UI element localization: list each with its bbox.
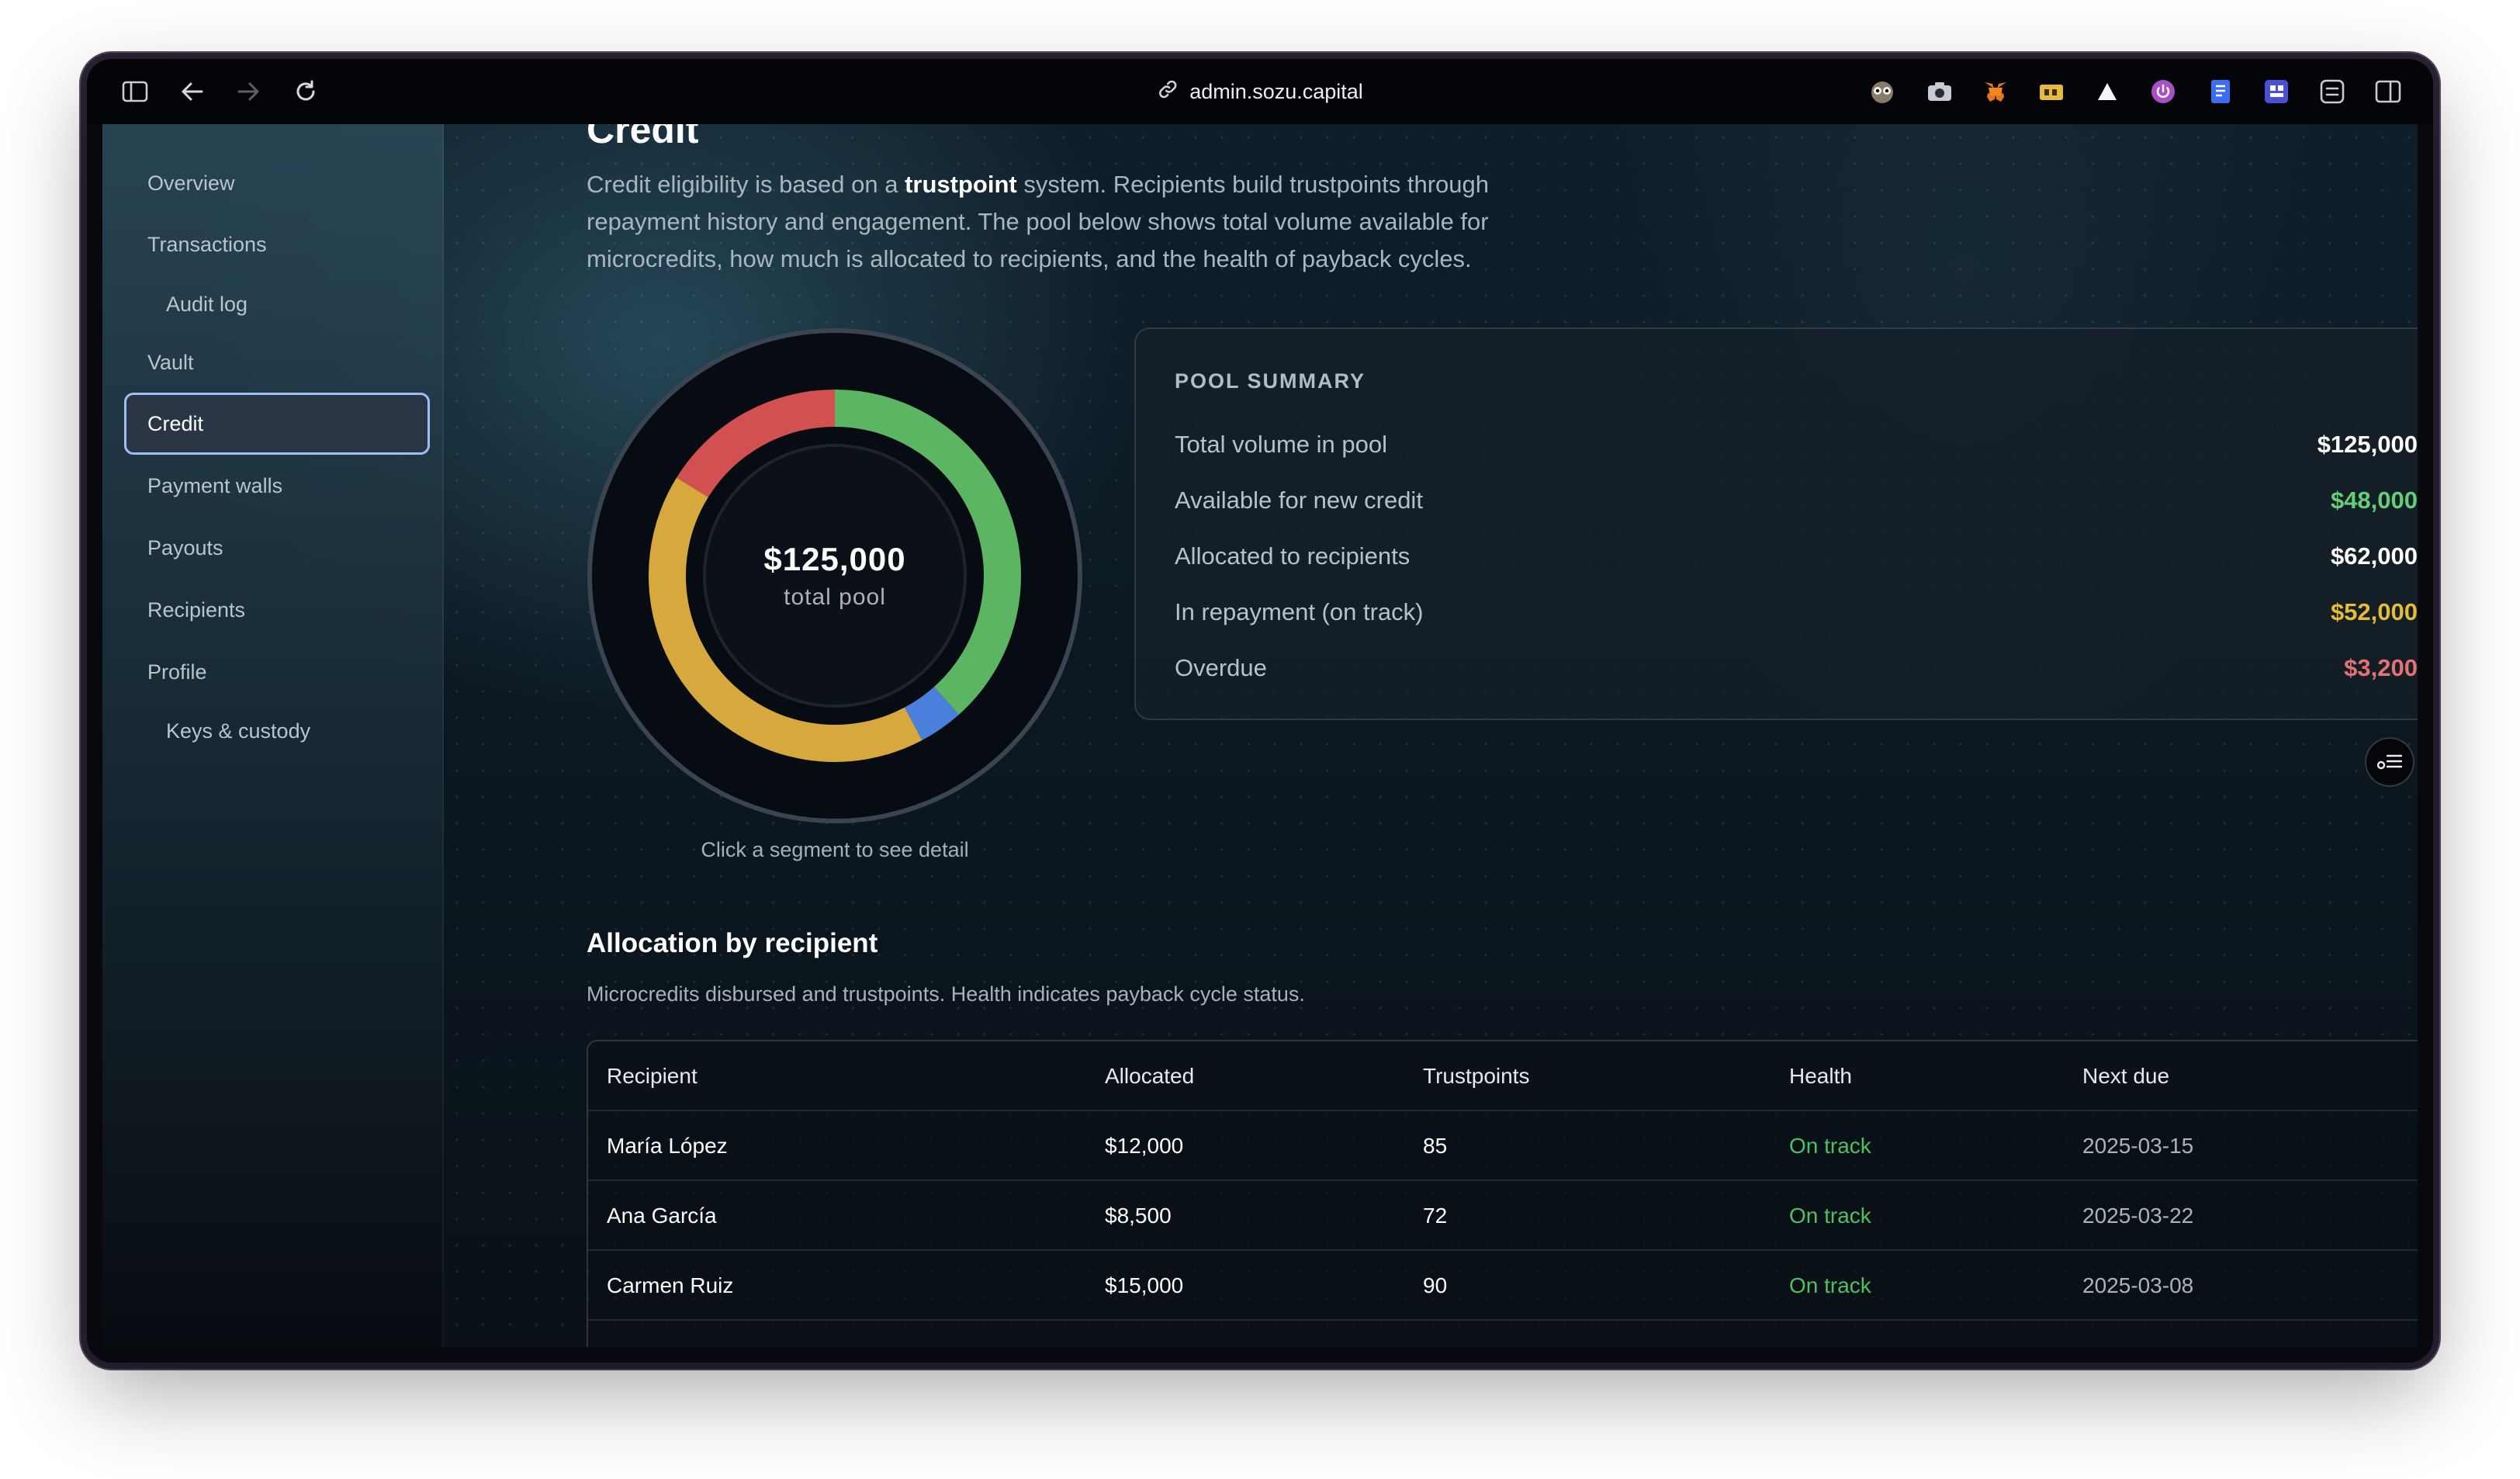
sidebar-item-overview[interactable]: Overview xyxy=(147,171,235,195)
sidebar-item-credit[interactable]: Credit xyxy=(124,393,430,455)
pool-row-label: Allocated to recipients xyxy=(1175,542,1411,570)
donut-segment-in-repayment[interactable] xyxy=(649,477,922,762)
owl-extension-icon[interactable] xyxy=(1868,78,1896,106)
grid-extension-icon[interactable] xyxy=(2262,78,2290,106)
filter-icon xyxy=(2376,754,2403,770)
pool-row-repayment: In repayment (on track) $52,000 xyxy=(1175,593,2418,632)
cell-allocated: $12,000 xyxy=(1105,1134,1184,1158)
pool-row-overdue: Overdue $3,200 xyxy=(1175,649,2418,688)
sidebar-item-transactions[interactable]: Transactions xyxy=(147,232,267,256)
table-row-partial[interactable] xyxy=(588,1321,2418,1347)
reload-icon[interactable] xyxy=(290,76,321,107)
table-header-row: Recipient Allocated Trustpoints Health N… xyxy=(588,1041,2418,1111)
cell-recipient: Carmen Ruiz xyxy=(607,1273,734,1297)
cell-trustpoints: 90 xyxy=(1423,1273,1448,1297)
table-row[interactable]: Carmen Ruiz $15,000 90 On track 2025-03-… xyxy=(588,1251,2418,1321)
intro-text-start: Credit eligibility is based on a xyxy=(587,171,905,198)
pool-donut-chart: $125,000 total pool xyxy=(587,327,1083,824)
donut-svg xyxy=(587,328,1082,823)
address-bar[interactable]: admin.sozu.capital xyxy=(1157,59,1363,124)
donut-inner-disc xyxy=(703,444,967,708)
triangle-extension-icon[interactable] xyxy=(2093,78,2121,106)
pool-row-label: Available for new credit xyxy=(1175,487,1423,514)
column-header-health[interactable]: Health xyxy=(1789,1064,1852,1088)
pool-row-label: Total volume in pool xyxy=(1175,431,1387,458)
allocation-table: Recipient Allocated Trustpoints Health N… xyxy=(587,1040,2418,1347)
url-text: admin.sozu.capital xyxy=(1189,79,1363,103)
cell-health: On track xyxy=(1789,1204,1871,1228)
cell-recipient: Ana García xyxy=(607,1204,717,1228)
sidebar-item-audit-log[interactable]: Audit log xyxy=(166,292,248,316)
cell-allocated: $15,000 xyxy=(1105,1273,1184,1297)
cell-trustpoints: 85 xyxy=(1423,1134,1448,1158)
link-icon xyxy=(1157,78,1179,106)
column-header-trustpoints[interactable]: Trustpoints xyxy=(1423,1064,1530,1088)
cell-trustpoints: 72 xyxy=(1423,1204,1448,1228)
intro-text-end: system. Recipients build trustpoints thr… xyxy=(587,171,1489,272)
back-icon[interactable] xyxy=(177,76,208,107)
sidebar-item-payouts[interactable]: Payouts xyxy=(147,535,223,559)
sidebar-item-keys-custody[interactable]: Keys & custody xyxy=(166,719,311,743)
intro-bold-term: trustpoint xyxy=(905,171,1017,198)
donut-segment-repayment-window[interactable] xyxy=(904,686,959,741)
pool-summary-card: POOL SUMMARY Total volume in pool $125,0… xyxy=(1134,327,2418,720)
pool-row-label: In repayment (on track) xyxy=(1175,598,1424,625)
pool-row-value: $62,000 xyxy=(2330,542,2418,570)
donut-hint: Click a segment to see detail xyxy=(701,838,969,861)
pool-summary-title: POOL SUMMARY xyxy=(1175,369,1366,393)
column-header-allocated[interactable]: Allocated xyxy=(1105,1064,1195,1088)
sidebar-item-payment-walls[interactable]: Payment walls xyxy=(147,473,283,497)
browser-window: admin.sozu.capital xyxy=(87,59,2433,1363)
cell-next-due: 2025-03-22 xyxy=(2082,1204,2194,1228)
cell-health: On track xyxy=(1789,1273,1871,1297)
document-extension-icon[interactable] xyxy=(2207,78,2234,106)
split-view-icon[interactable] xyxy=(2374,78,2402,106)
sidebar-item-recipients[interactable]: Recipients xyxy=(147,597,246,622)
donut-segment-overdue[interactable] xyxy=(677,390,836,498)
cell-next-due: 2025-03-15 xyxy=(2082,1134,2194,1158)
pool-row-value: $48,000 xyxy=(2330,487,2418,514)
pool-row-value: $3,200 xyxy=(2344,654,2418,681)
forward-icon[interactable] xyxy=(233,76,264,107)
metamask-extension-icon[interactable] xyxy=(1982,78,2009,106)
page-title: Credit xyxy=(587,124,699,151)
wallet-extension-icon[interactable] xyxy=(2037,78,2065,106)
table-row[interactable]: María López $12,000 85 On track 2025-03-… xyxy=(588,1111,2418,1181)
browser-toolbar: admin.sozu.capital xyxy=(87,59,2433,124)
cell-allocated: $8,500 xyxy=(1105,1204,1172,1228)
pool-row-allocated: Allocated to recipients $62,000 xyxy=(1175,537,2418,576)
column-header-recipient[interactable]: Recipient xyxy=(607,1064,698,1088)
filter-toggle-button[interactable] xyxy=(2365,737,2414,787)
main-content: Credit Credit eligibility is based on a … xyxy=(102,124,2418,1347)
allocation-subtitle: Microcredits disbursed and trustpoints. … xyxy=(587,982,1305,1006)
pool-row-value: $125,000 xyxy=(2317,431,2418,458)
pool-row-value: $52,000 xyxy=(2330,598,2418,625)
pool-row-available: Available for new credit $48,000 xyxy=(1175,481,2418,520)
donut-segments xyxy=(649,390,1021,762)
extensions-icon[interactable] xyxy=(2318,78,2346,106)
cell-next-due: 2025-03-08 xyxy=(2082,1273,2194,1297)
allocation-title: Allocation by recipient xyxy=(587,928,878,958)
app-content: Overview Transactions Audit log Vault Cr… xyxy=(102,124,2418,1347)
cell-recipient: María López xyxy=(607,1134,728,1158)
sidebar-nav: Overview Transactions Audit log Vault Cr… xyxy=(102,124,444,1347)
page-intro: Credit eligibility is based on a trustpo… xyxy=(587,166,1595,278)
pool-row-total: Total volume in pool $125,000 xyxy=(1175,425,2418,464)
camera-extension-icon[interactable] xyxy=(1926,78,1954,106)
power-extension-icon[interactable] xyxy=(2149,78,2177,106)
table-row[interactable]: Ana García $8,500 72 On track 2025-03-22 xyxy=(588,1181,2418,1251)
donut-segment-available[interactable] xyxy=(834,390,1021,715)
sidebar-item-profile[interactable]: Profile xyxy=(147,660,207,684)
column-header-next-due[interactable]: Next due xyxy=(2082,1064,2170,1088)
cell-health: On track xyxy=(1789,1134,1871,1158)
pool-row-label: Overdue xyxy=(1175,654,1267,681)
sidebar-item-vault[interactable]: Vault xyxy=(147,350,194,374)
sidebar-toggle-icon[interactable] xyxy=(119,76,151,107)
